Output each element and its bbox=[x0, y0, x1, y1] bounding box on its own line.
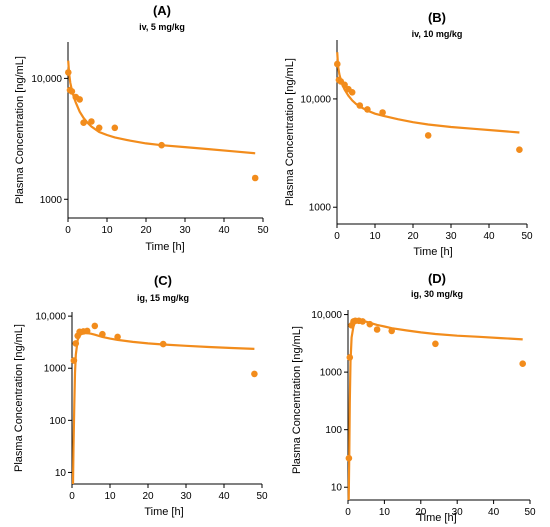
panel-c-title: ig, 15 mg/kg bbox=[137, 293, 189, 303]
panel-b-title: iv, 10 mg/kg bbox=[412, 29, 463, 39]
panel-a-ytick-label-1: 10,000 bbox=[31, 74, 62, 85]
panel-a-data-point-8 bbox=[111, 124, 119, 132]
panel-c-data-point-10 bbox=[251, 370, 258, 378]
panel-d-data-point-10 bbox=[432, 340, 439, 348]
panel-a-data-point-7 bbox=[95, 124, 103, 132]
panel-b-data-point-8 bbox=[379, 109, 386, 116]
panel-b-xtick-label-2: 20 bbox=[407, 231, 419, 242]
panel-c-data-point-5 bbox=[83, 327, 91, 335]
panel-a-data-point-6 bbox=[88, 118, 95, 125]
panel-d-data-point-0 bbox=[345, 454, 353, 462]
panel-c-ytick-label-3: 10,000 bbox=[35, 312, 66, 323]
panel-d-title: ig, 30 mg/kg bbox=[411, 289, 463, 299]
panel-a-data-point-9 bbox=[158, 141, 165, 149]
panel-c-data-point-7 bbox=[99, 330, 106, 338]
panel-b-ytick-label-0: 1000 bbox=[309, 203, 332, 214]
panel-c-xtick-label-4: 40 bbox=[218, 491, 230, 502]
panel-d: (D) ig, 30 mg/kg Time [h] Plasma Concent… bbox=[291, 271, 536, 524]
panel-d-ytick-label-2: 1000 bbox=[320, 368, 343, 379]
panel-a-xtick-label-1: 10 bbox=[101, 225, 113, 236]
panel-a-data-point-0 bbox=[65, 69, 72, 76]
panel-d-data-point-1 bbox=[346, 354, 354, 361]
panel-a-xtick-label-3: 30 bbox=[179, 225, 191, 236]
panel-b-data-point-0 bbox=[334, 60, 341, 68]
panel-c-label: (C) bbox=[154, 273, 172, 288]
panel-b-data-point-9 bbox=[424, 132, 432, 139]
panel-c-data-point-0 bbox=[70, 357, 78, 364]
panel-d-xtick-label-1: 10 bbox=[379, 507, 391, 518]
panel-b-data-point-10 bbox=[516, 146, 523, 153]
panel-d-ytick-label-1: 100 bbox=[325, 425, 342, 436]
panel-a-ytick-label-0: 1000 bbox=[40, 195, 63, 206]
panel-d-ylabel: Plasma Concentration [ng/mL] bbox=[291, 326, 303, 474]
panel-b-fit-line bbox=[336, 52, 520, 134]
panel-c-xtick-label-1: 10 bbox=[104, 491, 116, 502]
panel-d-xtick-label-2: 20 bbox=[415, 507, 427, 518]
panel-b-xtick-label-1: 10 bbox=[369, 231, 381, 242]
panel-c-ytick-label-0: 10 bbox=[55, 468, 67, 479]
panel-d-data-point-7 bbox=[366, 320, 374, 328]
panel-a-xtick-label-2: 20 bbox=[140, 225, 152, 236]
panel-b-label: (B) bbox=[428, 10, 446, 25]
panel-d-xtick-label-5: 50 bbox=[524, 507, 536, 518]
panel-c-xtick-label-0: 0 bbox=[69, 491, 75, 502]
panel-d-xtick-label-4: 40 bbox=[488, 507, 500, 518]
panel-b-xtick-label-0: 0 bbox=[334, 231, 340, 242]
panel-a-title: iv, 5 mg/kg bbox=[139, 22, 185, 32]
panel-c-data-point-1 bbox=[72, 340, 80, 347]
panel-a-data-point-2 bbox=[68, 88, 76, 95]
panel-b-data-point-6 bbox=[356, 102, 364, 109]
panel-a-xlabel: Time [h] bbox=[145, 241, 184, 253]
panel-b-data-point-5 bbox=[348, 89, 356, 96]
panel-d-fit-line bbox=[347, 319, 523, 501]
panel-a: (A) iv, 5 mg/kg Time [h] Plasma Concentr… bbox=[14, 3, 269, 253]
panel-b-data-point-7 bbox=[364, 106, 371, 113]
panel-c-xtick-label-3: 30 bbox=[180, 491, 192, 502]
panel-b-xtick-label-3: 30 bbox=[445, 231, 457, 242]
panel-d-xlabel: Time [h] bbox=[417, 512, 456, 524]
panel-d-ytick-label-3: 10,000 bbox=[311, 310, 342, 321]
panel-c-data-point-8 bbox=[114, 333, 121, 341]
panel-a-xtick-label-5: 50 bbox=[257, 225, 269, 236]
panel-a-xtick-label-4: 40 bbox=[218, 225, 230, 236]
panel-d-xtick-label-3: 30 bbox=[452, 507, 464, 518]
panel-d-data-point-6 bbox=[359, 318, 366, 325]
panel-d-data-point-8 bbox=[373, 326, 381, 333]
panel-a-xtick-label-0: 0 bbox=[65, 225, 71, 236]
panel-c-ytick-label-1: 100 bbox=[49, 416, 66, 427]
panel-d-label: (D) bbox=[428, 271, 446, 286]
panel-b-ytick-label-1: 10,000 bbox=[300, 94, 331, 105]
panel-c-xtick-label-5: 50 bbox=[256, 491, 268, 502]
panel-b-xtick-label-5: 50 bbox=[521, 231, 533, 242]
panel-d-data-point-9 bbox=[388, 327, 396, 335]
panel-d-xtick-label-0: 0 bbox=[345, 507, 351, 518]
panel-a-data-point-10 bbox=[251, 174, 259, 182]
panel-a-data-point-5 bbox=[80, 119, 87, 126]
panel-b-xtick-label-4: 40 bbox=[483, 231, 495, 242]
panel-a-data-point-4 bbox=[76, 96, 83, 103]
panel-a-label: (A) bbox=[153, 3, 171, 18]
panel-b-ylabel: Plasma Concentration [ng/mL] bbox=[284, 58, 296, 206]
panel-c-xtick-label-2: 20 bbox=[142, 491, 154, 502]
panel-c-ytick-label-2: 1000 bbox=[44, 364, 67, 375]
panel-c-xlabel: Time [h] bbox=[144, 506, 183, 518]
panel-c-fit-line bbox=[71, 332, 255, 485]
panel-b: (B) iv, 10 mg/kg Time [h] Plasma Concent… bbox=[284, 10, 533, 258]
panel-c-data-point-9 bbox=[159, 340, 167, 348]
panel-d-data-point-11 bbox=[519, 360, 526, 368]
panel-a-ylabel: Plasma Concentration [ng/mL] bbox=[14, 56, 26, 204]
panel-c: (C) ig, 15 mg/kg Time [h] Plasma Concent… bbox=[13, 273, 268, 518]
panel-c-data-point-6 bbox=[91, 322, 99, 330]
panel-d-ytick-label-0: 10 bbox=[331, 483, 343, 494]
panel-c-ylabel: Plasma Concentration [ng/mL] bbox=[13, 324, 25, 472]
panel-b-xlabel: Time [h] bbox=[413, 246, 452, 258]
panel-b-data-point-3 bbox=[341, 81, 348, 89]
panel-a-fit-line bbox=[67, 60, 256, 155]
